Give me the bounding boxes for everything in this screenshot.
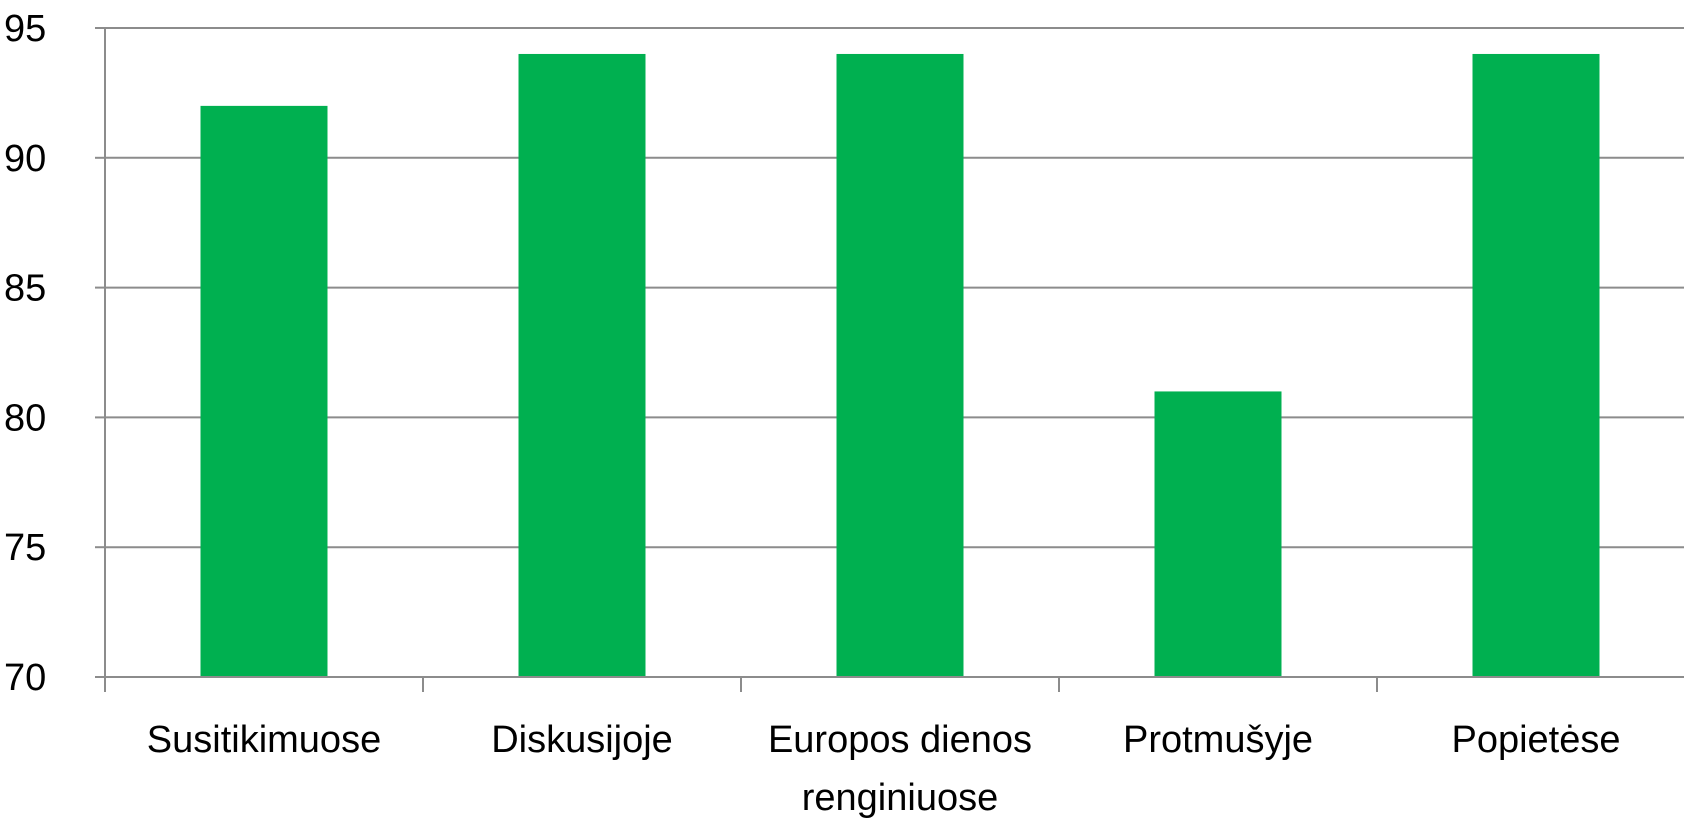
y-tick-label: 90: [4, 138, 46, 180]
y-tick-label: 70: [4, 657, 46, 699]
y-tick-label: 95: [4, 8, 46, 50]
x-category-label: Europos dienos: [768, 719, 1032, 761]
x-category-label: Susitikimuose: [147, 719, 381, 761]
labels: 70 75 80 85 90 95 Susitikimuose Diskusijoje Euro…: [4, 8, 1621, 819]
bars: [200, 53, 1600, 677]
x-category-label: Protmušyje: [1123, 719, 1313, 761]
bar-2: [518, 53, 646, 677]
bar-4: [1154, 391, 1282, 677]
y-tick-label: 85: [4, 268, 46, 310]
x-category-label: renginiuose: [802, 777, 998, 819]
bar-1: [200, 105, 328, 677]
y-tick-label: 80: [4, 397, 46, 439]
bar-3: [836, 53, 964, 677]
x-category-label: Diskusijoje: [491, 719, 673, 761]
x-category-label: Popietėse: [1451, 719, 1620, 761]
axes: [95, 27, 1684, 692]
bar-5: [1472, 53, 1600, 677]
y-tick-label: 75: [4, 527, 46, 569]
